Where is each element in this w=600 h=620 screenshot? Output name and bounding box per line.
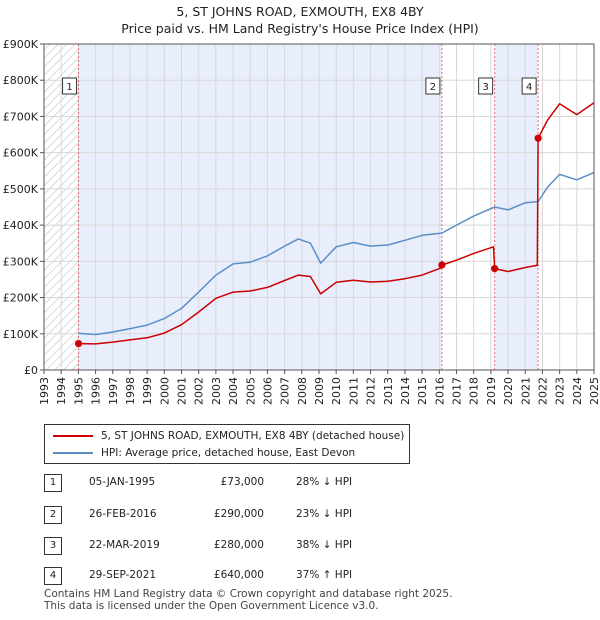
transaction-price: £290,000 [213,508,264,520]
x-tick-label: 2013 [382,377,395,405]
y-tick-label: £0 [24,364,38,377]
table-row: 1 05-JAN-1995 £73,000 28% ↓ HPI [44,474,444,492]
x-tick-label: 2021 [519,377,532,405]
x-tick-label: 2019 [485,377,498,405]
x-tick-label: 2025 [588,377,600,405]
ownership-shade [78,44,442,370]
legend-item-price: 5, ST JOHNS ROAD, EXMOUTH, EX8 4BY (deta… [53,428,404,444]
x-tick-label: 1997 [107,377,120,405]
x-tick-label: 2002 [193,377,206,405]
x-tick-label: 2020 [502,377,515,405]
chart-subtitle: Price paid vs. HM Land Registry's House … [121,21,479,36]
x-tick-label: 2009 [313,377,326,405]
sale-marker [438,261,446,269]
legend-label-hpi: HPI: Average price, detached house, East… [101,447,356,459]
x-tick-label: 2014 [399,377,412,405]
legend-swatch-hpi [53,452,93,454]
transaction-date: 29-SEP-2021 [89,569,157,581]
x-tick-label: 1994 [55,377,68,405]
x-tick-label: 2018 [468,377,481,405]
legend-swatch-price [53,435,93,437]
x-tick-label: 1995 [72,377,85,405]
legend-label-price: 5, ST JOHNS ROAD, EXMOUTH, EX8 4BY (deta… [101,430,405,442]
table-row: 2 26-FEB-2016 £290,000 23% ↓ HPI [44,506,444,524]
x-tick-label: 1998 [124,377,137,405]
sale-marker [74,339,83,348]
x-tick-label: 2012 [365,377,378,405]
transaction-date: 22-MAR-2019 [89,539,160,551]
x-tick-label: 2003 [210,377,223,405]
transaction-hpi: 28% ↓ HPI [296,476,353,488]
sale-label: 1 [66,82,72,93]
sale-label: 4 [526,82,532,93]
x-tick-label: 2005 [244,377,257,405]
y-tick-label: £200K [3,292,39,305]
x-tick-label: 2016 [433,377,446,405]
x-tick-label: 2023 [554,377,567,405]
transaction-price: £73,000 [220,476,264,488]
x-tick-label: 1996 [90,377,103,405]
sale-label-box [62,77,78,95]
y-tick-label: £400K [3,219,39,232]
x-tick-label: 2010 [330,377,343,405]
footer-copyright: Contains HM Land Registry data © Crown c… [44,588,453,600]
y-tick-label: £300K [3,255,39,268]
y-tick-label: £500K [3,183,39,196]
y-tick-label: £600K [3,147,39,160]
transaction-number: 2 [44,506,62,524]
y-tick-label: £900K [3,38,39,51]
x-tick-label: 2007 [279,377,292,405]
sale-label-box [425,77,441,95]
legend: 5, ST JOHNS ROAD, EXMOUTH, EX8 4BY (deta… [44,424,410,464]
y-tick-label: £100K [3,328,39,341]
x-tick-label: 2001 [176,377,189,405]
hpi-line [78,171,595,336]
sale-marker [491,264,499,273]
transaction-date: 05-JAN-1995 [89,476,156,488]
transaction-price: £640,000 [213,569,264,581]
legend-item-hpi: HPI: Average price, detached house, East… [53,445,355,461]
x-tick-label: 2011 [347,377,360,405]
x-tick-label: 2006 [261,377,274,405]
transaction-number: 4 [44,567,62,585]
x-tick-label: 2024 [571,377,584,405]
sale-label: 2 [430,82,436,93]
transaction-number: 3 [44,537,62,555]
x-tick-label: 1999 [141,377,154,405]
price-chart: 1 2 3 4 £0 £100K £200K £300K £400K £500K £600K £70… [3,38,600,405]
transaction-hpi: 37% ↑ HPI [296,569,353,581]
sale-label: 3 [482,82,488,93]
y-tick-label: £700K [3,110,39,123]
x-tick-label: 2022 [536,377,549,405]
sale-label-box [521,77,537,95]
footer-licence: This data is licensed under the Open Gov… [44,600,379,612]
transaction-hpi: 23% ↓ HPI [296,508,353,520]
sale-label-box [478,77,494,95]
sale-marker [534,134,542,142]
x-tick-label: 2000 [158,377,171,405]
table-row: 4 29-SEP-2021 £640,000 37% ↑ HPI [44,567,444,585]
transaction-number: 1 [44,474,62,492]
table-row: 3 22-MAR-2019 £280,000 38% ↓ HPI [44,537,444,555]
price-paid-line [78,102,595,345]
transaction-price: £280,000 [213,539,264,551]
transaction-date: 26-FEB-2016 [89,508,157,520]
x-tick-label: 2017 [451,377,464,405]
chart-title: 5, ST JOHNS ROAD, EXMOUTH, EX8 4BY [176,4,424,19]
x-tick-label: 1993 [38,377,51,405]
transaction-hpi: 38% ↓ HPI [296,539,353,551]
x-tick-label: 2004 [227,377,240,405]
y-tick-label: £800K [3,74,39,87]
x-tick-label: 2015 [416,377,429,405]
x-tick-label: 2008 [296,377,309,405]
